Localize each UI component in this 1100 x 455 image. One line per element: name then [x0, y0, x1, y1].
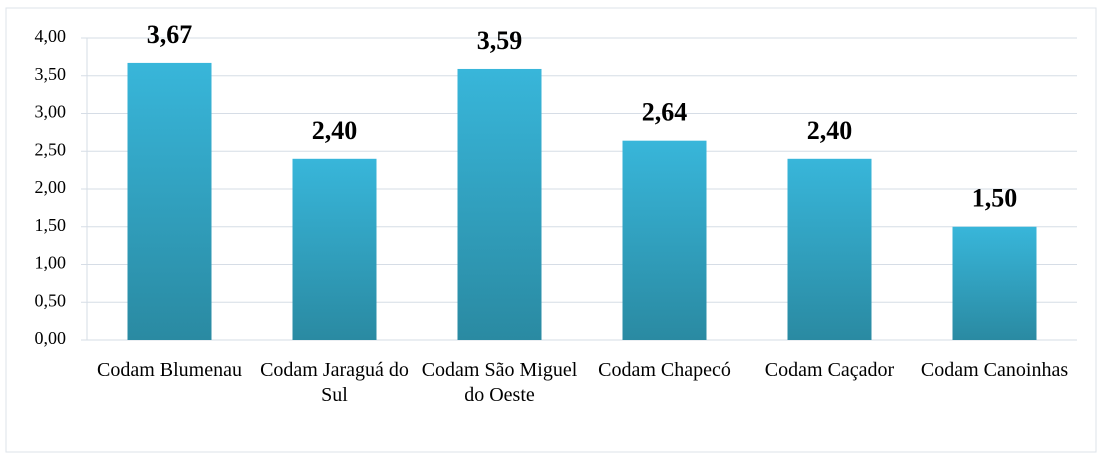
bar: [292, 158, 377, 340]
data-label: 3,59: [477, 26, 523, 55]
bar: [787, 158, 872, 340]
data-label: 3,67: [147, 20, 193, 49]
y-tick-label: 0,50: [35, 290, 67, 310]
x-tick-label: Codam Blumenau: [97, 359, 242, 381]
data-label: 2,64: [642, 98, 688, 127]
y-tick-label: 0,00: [35, 328, 67, 348]
bar: [952, 226, 1037, 340]
x-tick-label: Codam Chapecó: [598, 359, 731, 381]
y-tick-label: 2,00: [35, 177, 67, 197]
y-tick-label: 3,00: [35, 102, 67, 122]
bar: [622, 140, 707, 340]
y-tick-label: 4,00: [35, 26, 67, 46]
bar: [457, 68, 542, 340]
x-tick-label: Codam São Miguel do Oeste: [421, 359, 578, 406]
data-label: 2,40: [807, 116, 853, 145]
chart-border: [5, 7, 1097, 453]
x-tick-label: Codam Caçador: [764, 359, 895, 381]
x-tick-label: Codam Jaraguá do Sul: [260, 359, 409, 406]
y-tick-label: 1,00: [35, 253, 67, 273]
bar: [127, 62, 212, 340]
data-label: 2,40: [312, 116, 358, 145]
y-tick-label: 1,50: [35, 215, 67, 235]
x-tick-label: Codam Canoinhas: [920, 359, 1069, 381]
data-label: 1,50: [972, 184, 1018, 213]
y-tick-label: 2,50: [35, 139, 67, 159]
y-tick-label: 3,50: [35, 64, 67, 84]
